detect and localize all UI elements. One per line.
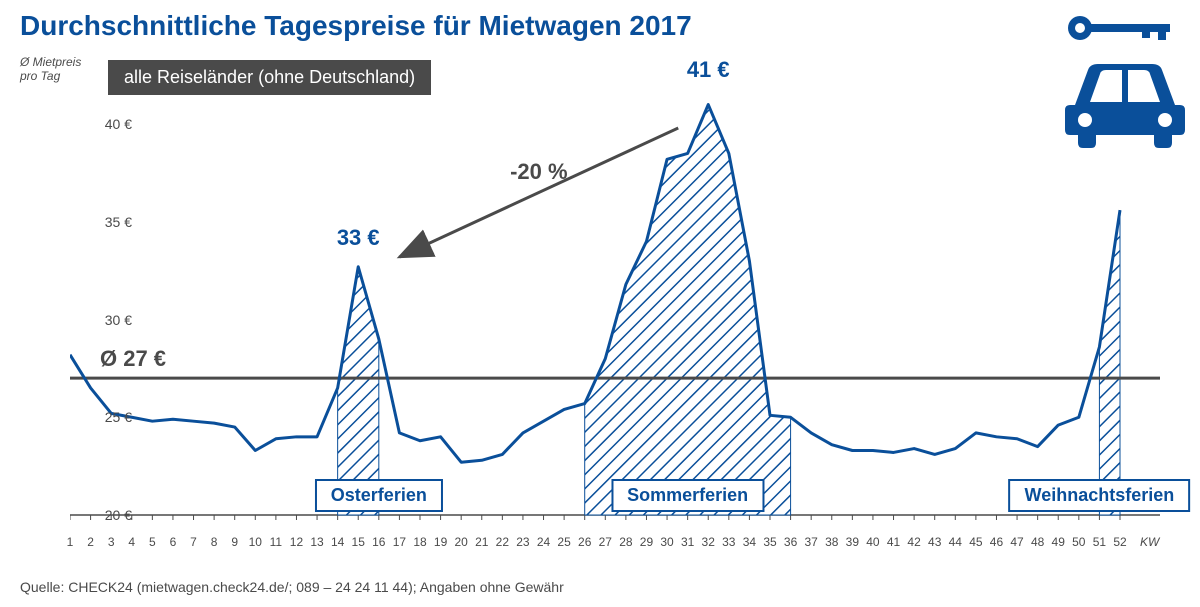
x-tick-label: 1 xyxy=(67,535,74,549)
y-tick-label: 20 € xyxy=(77,507,132,523)
x-tick-label: 37 xyxy=(804,535,817,549)
x-tick-label: 47 xyxy=(1010,535,1023,549)
y-axis-label-line2: pro Tag xyxy=(20,69,60,83)
x-tick-label: 52 xyxy=(1113,535,1126,549)
x-tick-label: 11 xyxy=(270,535,282,549)
x-tick-label: 36 xyxy=(784,535,797,549)
peak-label: 41 € xyxy=(687,57,730,83)
avg-line-label: Ø 27 € xyxy=(100,346,166,372)
x-tick-label: 12 xyxy=(290,535,303,549)
x-tick-label: 48 xyxy=(1031,535,1044,549)
x-tick-label: 32 xyxy=(702,535,715,549)
x-tick-label: 3 xyxy=(108,535,115,549)
x-tick-label: 22 xyxy=(496,535,509,549)
x-tick-label: 31 xyxy=(681,535,694,549)
x-tick-label: 41 xyxy=(887,535,900,549)
x-tick-label: 46 xyxy=(990,535,1003,549)
x-tick-label: 2 xyxy=(87,535,94,549)
x-tick-label: 33 xyxy=(722,535,735,549)
x-tick-label: 8 xyxy=(211,535,218,549)
x-tick-label: 16 xyxy=(372,535,385,549)
x-tick-label: 45 xyxy=(969,535,982,549)
chart-page: Durchschnittliche Tagespreise für Mietwa… xyxy=(0,0,1200,607)
chart-svg xyxy=(70,55,1170,545)
x-tick-label: 9 xyxy=(231,535,238,549)
x-tick-label: 10 xyxy=(249,535,262,549)
source-text: Quelle: CHECK24 (mietwagen.check24.de/; … xyxy=(20,579,564,595)
y-tick-label: 25 € xyxy=(77,409,132,425)
percent-change-label: -20 % xyxy=(510,159,567,185)
line-chart: 20 €25 €30 €35 €40 €12345678910111213141… xyxy=(70,55,1170,545)
x-tick-label: 14 xyxy=(331,535,344,549)
x-tick-label: 39 xyxy=(846,535,859,549)
x-tick-label: 5 xyxy=(149,535,156,549)
x-tick-label: 18 xyxy=(413,535,426,549)
x-tick-label: 23 xyxy=(516,535,529,549)
x-tick-label: 40 xyxy=(866,535,879,549)
y-tick-label: 40 € xyxy=(77,116,132,132)
x-tick-label: 27 xyxy=(599,535,612,549)
period-box: Weihnachtsferien xyxy=(1009,479,1191,512)
x-tick-label: 25 xyxy=(557,535,570,549)
x-tick-label: 34 xyxy=(743,535,756,549)
x-tick-label: 20 xyxy=(454,535,467,549)
period-box: Sommerferien xyxy=(611,479,764,512)
chart-title: Durchschnittliche Tagespreise für Mietwa… xyxy=(20,10,692,42)
x-tick-label: 43 xyxy=(928,535,941,549)
x-tick-label: 49 xyxy=(1052,535,1065,549)
peak-label: 33 € xyxy=(337,225,380,251)
x-tick-label: 30 xyxy=(660,535,673,549)
x-tick-label: 26 xyxy=(578,535,591,549)
x-axis-unit: KW xyxy=(1140,535,1159,549)
x-tick-label: 38 xyxy=(825,535,838,549)
x-tick-label: 7 xyxy=(190,535,197,549)
x-tick-label: 29 xyxy=(640,535,653,549)
y-tick-label: 35 € xyxy=(77,214,132,230)
x-tick-label: 50 xyxy=(1072,535,1085,549)
x-tick-label: 35 xyxy=(763,535,776,549)
x-tick-label: 15 xyxy=(352,535,365,549)
x-tick-label: 4 xyxy=(128,535,135,549)
x-tick-label: 28 xyxy=(619,535,632,549)
x-tick-label: 42 xyxy=(907,535,920,549)
x-tick-label: 51 xyxy=(1093,535,1106,549)
x-tick-label: 19 xyxy=(434,535,447,549)
period-box: Osterferien xyxy=(315,479,443,512)
x-tick-label: 13 xyxy=(310,535,323,549)
x-tick-label: 6 xyxy=(170,535,177,549)
x-tick-label: 44 xyxy=(949,535,962,549)
x-tick-label: 24 xyxy=(537,535,550,549)
x-tick-label: 17 xyxy=(393,535,406,549)
x-tick-label: 21 xyxy=(475,535,488,549)
y-tick-label: 30 € xyxy=(77,312,132,328)
